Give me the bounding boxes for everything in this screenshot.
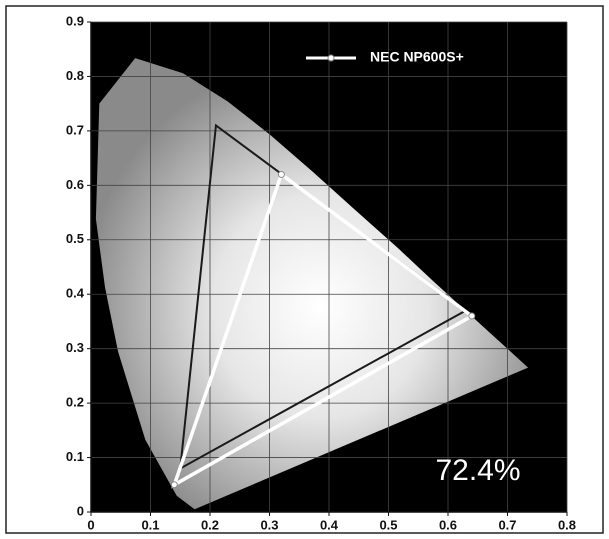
- x-tick-label: 0.7: [498, 517, 516, 532]
- vertex-marker: [170, 481, 178, 489]
- legend-label: NEC NP600S+: [370, 49, 464, 65]
- y-tick-label: 0: [77, 503, 84, 518]
- y-tick-label: 0.5: [66, 231, 84, 246]
- y-tick-label: 0.6: [66, 177, 84, 192]
- x-tick-label: 0.1: [141, 517, 159, 532]
- gamut-triangle: [171, 171, 475, 489]
- x-tick-label: 0: [87, 517, 94, 532]
- annotation: 72.4%: [435, 454, 520, 487]
- vertex-marker: [277, 170, 285, 178]
- x-tick-label: 0.8: [558, 517, 576, 532]
- marks: [170, 123, 476, 489]
- x-tick-label: 0.3: [260, 517, 278, 532]
- y-tick-label: 0.3: [66, 340, 84, 355]
- x-tick-label: 0.4: [320, 517, 339, 532]
- x-tick-label: 0.5: [379, 517, 397, 532]
- x-tick-label: 0.2: [201, 517, 219, 532]
- y-tick-label: 0.4: [66, 286, 85, 301]
- x-tick-label: 0.6: [439, 517, 457, 532]
- y-tick-label: 0.1: [66, 449, 84, 464]
- y-tick-label: 0.8: [66, 68, 84, 83]
- legend-marker: [327, 54, 335, 62]
- vertex-marker: [468, 312, 476, 320]
- y-tick-label: 0.9: [66, 13, 84, 28]
- y-tick-label: 0.7: [66, 122, 84, 137]
- y-tick-label: 0.2: [66, 395, 84, 410]
